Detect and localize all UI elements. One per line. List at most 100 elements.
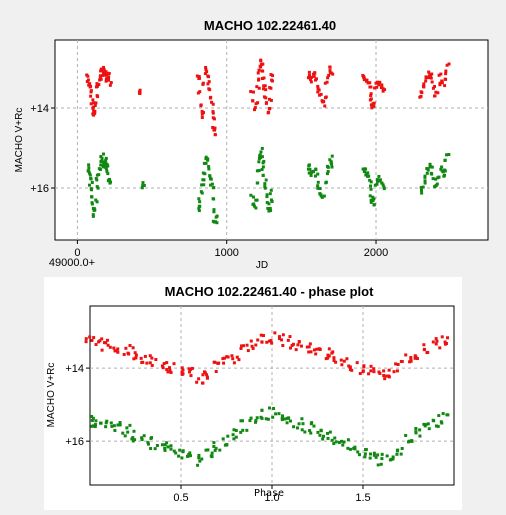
red-data-point bbox=[105, 76, 109, 80]
green-data-point bbox=[307, 164, 311, 168]
red-data-point bbox=[280, 338, 284, 342]
green-data-point bbox=[257, 160, 261, 164]
green-data-point bbox=[380, 452, 384, 456]
red-data-point bbox=[161, 366, 165, 370]
green-data-point bbox=[414, 427, 418, 431]
red-data-point bbox=[312, 74, 316, 78]
green-data-point bbox=[232, 428, 236, 432]
red-data-point bbox=[433, 94, 437, 98]
red-data-point bbox=[105, 338, 109, 342]
green-data-point bbox=[364, 167, 368, 171]
red-data-point bbox=[108, 83, 112, 87]
green-data-point bbox=[239, 419, 243, 423]
red-data-point bbox=[260, 340, 264, 344]
x-axis-label: Phase bbox=[254, 488, 284, 499]
green-data-point bbox=[277, 412, 281, 416]
red-data-point bbox=[148, 361, 152, 365]
red-data-point bbox=[197, 377, 201, 381]
red-data-point bbox=[223, 356, 227, 360]
red-data-point bbox=[443, 340, 447, 344]
green-data-point bbox=[95, 200, 99, 204]
x-axis-ticks: 0 1000 2000 bbox=[74, 247, 388, 259]
green-data-point bbox=[89, 187, 93, 191]
green-data-point bbox=[369, 452, 373, 456]
green-data-point bbox=[267, 209, 271, 213]
red-data-point bbox=[230, 354, 234, 358]
green-data-point bbox=[177, 454, 181, 458]
green-data-point bbox=[325, 172, 329, 176]
green-data-point bbox=[418, 434, 422, 438]
green-data-point bbox=[346, 446, 350, 450]
red-data-point bbox=[318, 93, 322, 97]
red-data-point bbox=[428, 73, 432, 77]
red-data-point bbox=[327, 347, 331, 351]
green-data-point bbox=[426, 422, 430, 426]
green-data-point bbox=[87, 169, 91, 173]
green-data-point bbox=[368, 456, 372, 460]
green-data-point bbox=[318, 187, 322, 191]
grid bbox=[86, 306, 454, 489]
red-data-point bbox=[372, 104, 376, 108]
red-data-point bbox=[444, 77, 448, 81]
green-data-point bbox=[209, 454, 213, 458]
green-data-point bbox=[131, 439, 135, 443]
green-data-point bbox=[200, 183, 204, 187]
green-data-point bbox=[422, 422, 426, 426]
green-data-point bbox=[105, 169, 109, 173]
y-axis-ticks: +14 +16 bbox=[65, 363, 84, 448]
red-data-point bbox=[369, 92, 373, 96]
green-data-point bbox=[316, 184, 320, 188]
x-axis-ticks: 0.5 1.0 1.5 bbox=[173, 492, 370, 504]
green-data-point bbox=[420, 191, 424, 195]
red-data-point bbox=[297, 340, 301, 344]
green-data-point bbox=[121, 431, 125, 435]
green-data-point bbox=[332, 441, 336, 445]
red-data-point bbox=[150, 356, 154, 360]
red-data-point bbox=[369, 97, 373, 101]
red-data-point bbox=[369, 364, 373, 368]
green-data-point bbox=[254, 419, 258, 423]
green-data-point bbox=[101, 165, 105, 169]
green-data-point bbox=[369, 198, 373, 202]
green-data-point bbox=[212, 210, 216, 214]
green-data-point bbox=[434, 424, 438, 428]
green-data-point bbox=[333, 436, 337, 440]
green-data-point bbox=[260, 408, 264, 412]
green-data-point bbox=[234, 435, 238, 439]
red-data-point bbox=[430, 80, 434, 84]
red-data-point bbox=[204, 66, 208, 70]
red-data-point bbox=[95, 84, 99, 88]
green-data-point bbox=[307, 171, 311, 175]
green-data-point bbox=[218, 448, 222, 452]
red-data-point bbox=[314, 352, 318, 356]
red-data-point bbox=[332, 359, 336, 363]
green-data-point bbox=[443, 168, 447, 172]
green-data-point bbox=[265, 201, 269, 205]
red-data-point bbox=[326, 76, 330, 80]
green-data-point bbox=[94, 198, 98, 202]
red-data-point bbox=[197, 75, 201, 79]
green-data-point bbox=[204, 448, 208, 452]
green-data-point bbox=[326, 431, 330, 435]
green-data-point bbox=[149, 447, 153, 451]
green-data-point bbox=[90, 180, 94, 184]
red-data-point bbox=[251, 90, 255, 94]
green-data-point bbox=[330, 154, 334, 158]
grid bbox=[51, 40, 488, 244]
red-data-point bbox=[308, 77, 312, 81]
green-data-point bbox=[212, 444, 216, 448]
green-data-point bbox=[89, 176, 93, 180]
red-data-point bbox=[440, 81, 444, 85]
red-data-point bbox=[323, 104, 327, 108]
red-data-point bbox=[422, 85, 426, 89]
red-data-point bbox=[369, 369, 373, 373]
green-data-point bbox=[198, 200, 202, 204]
green-data-point bbox=[447, 153, 451, 157]
red-data-point bbox=[396, 362, 400, 366]
green-data-point bbox=[340, 439, 344, 443]
green-data-point bbox=[404, 433, 408, 437]
green-data-point bbox=[372, 451, 376, 455]
chart-title: MACHO 102.22461.40 - phase plot bbox=[165, 284, 374, 299]
green-data-point bbox=[363, 452, 367, 456]
red-data-point bbox=[313, 71, 317, 75]
